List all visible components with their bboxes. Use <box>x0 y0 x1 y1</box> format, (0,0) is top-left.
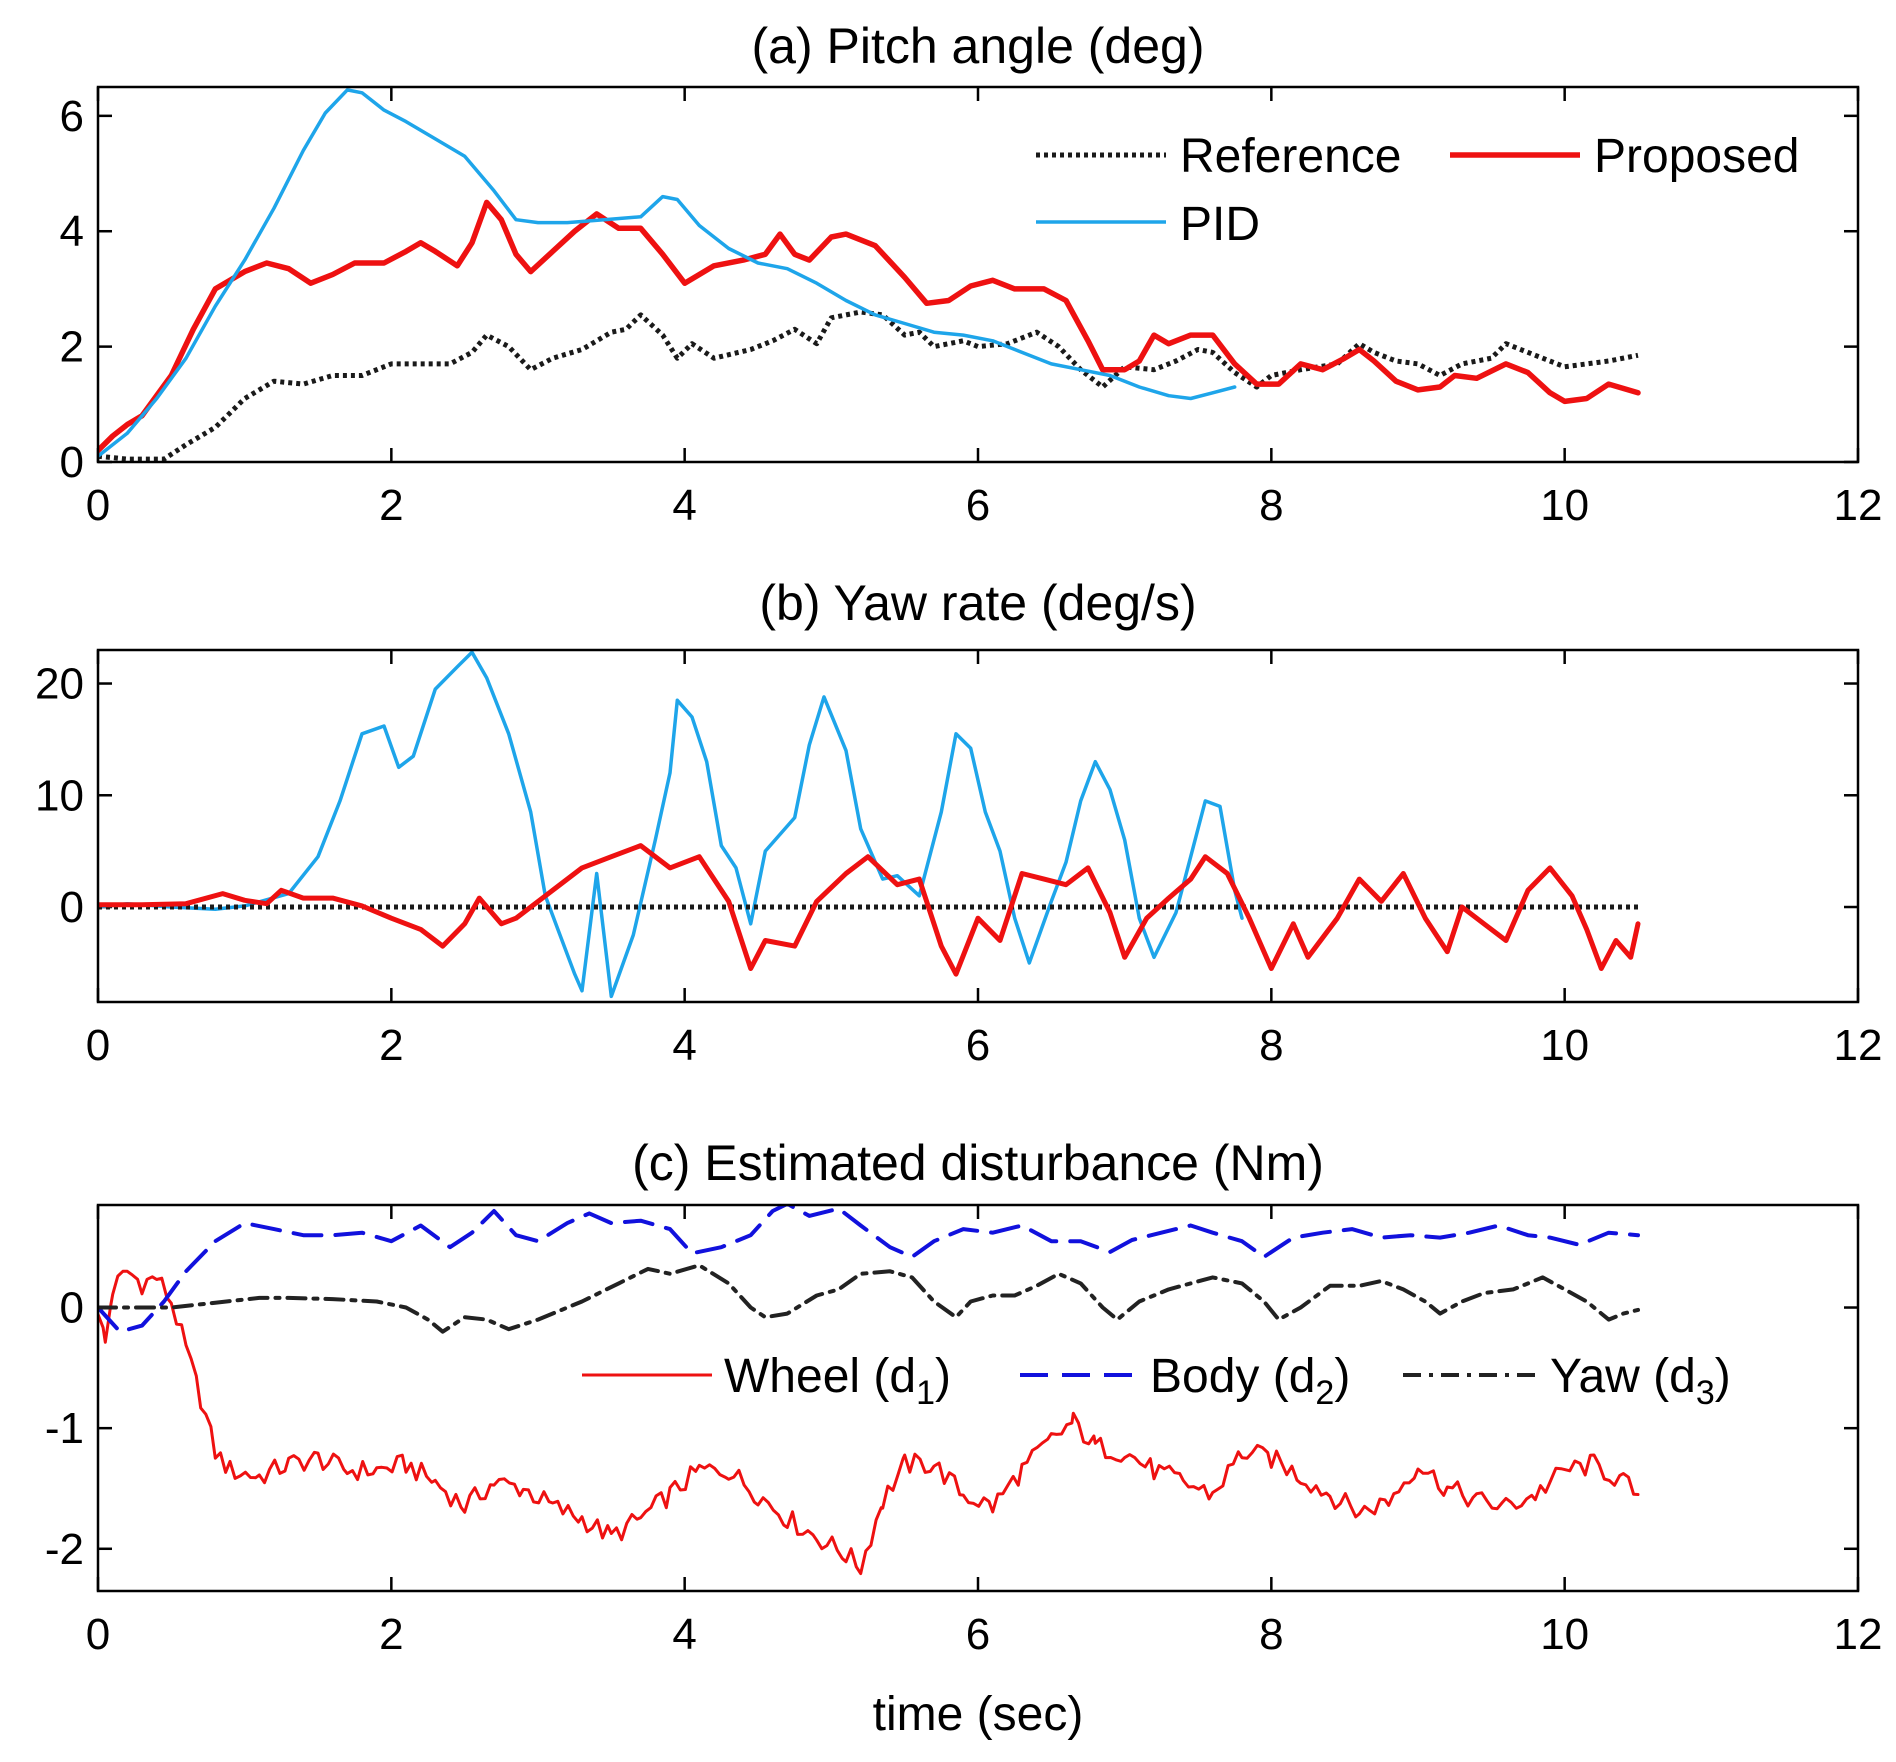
panel-a-plot: 0 2 4 6 8 10 12 0 2 4 6 <box>60 87 1883 530</box>
legend-yaw-label-end: ) <box>1715 1350 1731 1403</box>
legend-yaw-label-main: Yaw (d <box>1550 1350 1696 1403</box>
panel-b-xtick-label: 0 <box>86 1021 110 1070</box>
panel-b-ytick-label: 20 <box>35 660 84 709</box>
legend-body-label-sub: 2 <box>1315 1374 1334 1412</box>
panel-c-xtick-label: 8 <box>1259 1610 1283 1659</box>
panel-a-ytick-label: 4 <box>60 207 84 256</box>
panel-b-xtick-label: 10 <box>1540 1021 1589 1070</box>
panel-c: (c) Estimated disturbance (Nm) 0 2 4 6 8 10 12… <box>45 1135 1883 1741</box>
panel-a-xtick-label: 0 <box>86 481 110 530</box>
panel-b: (b) Yaw rate (deg/s) 0 2 4 6 8 10 12 0 10 20 <box>35 575 1882 1070</box>
legend-wheel-label-end: ) <box>935 1350 951 1403</box>
panel-c-ytick-label: 0 <box>60 1284 84 1333</box>
panel-c-ytick-label: -1 <box>45 1404 84 1453</box>
legend-body-label: Body (d2) <box>1150 1350 1350 1412</box>
panel-c-title: (c) Estimated disturbance (Nm) <box>632 1135 1324 1191</box>
panel-a-series-proposed <box>98 199 1641 454</box>
legend-reference-label: Reference <box>1180 130 1401 183</box>
legend-body-label-end: ) <box>1334 1350 1350 1403</box>
panel-c-series-yaw-d <box>98 1263 1640 1334</box>
panel-a: (a) Pitch angle (deg) 0 2 4 6 8 10 12 0 2 4 6 Refe… <box>60 18 1883 530</box>
panel-b-xtick-label: 6 <box>966 1021 990 1070</box>
panel-a-xtick-label: 2 <box>379 481 403 530</box>
legend-yaw-label-sub: 3 <box>1696 1374 1715 1412</box>
legend-body-label-main: Body (d <box>1150 1350 1315 1403</box>
legend-wheel-label-main: Wheel (d <box>724 1350 916 1403</box>
panel-c-series-body-d <box>98 1205 1640 1334</box>
panel-b-xtick-label: 8 <box>1259 1021 1283 1070</box>
panel-c-xtick-label: 0 <box>86 1610 110 1659</box>
panel-b-xtick-label: 4 <box>672 1021 696 1070</box>
x-axis-label: time (sec) <box>873 1688 1084 1741</box>
panel-c-ytick-label: -2 <box>45 1525 84 1574</box>
panel-a-ytick-label: 6 <box>60 92 84 141</box>
panel-b-series-proposed <box>98 843 1641 977</box>
panel-b-ytick-label: 10 <box>35 771 84 820</box>
panel-c-xtick-label: 12 <box>1834 1610 1883 1659</box>
panel-c-plot: 0 2 4 6 8 10 12-2-10 <box>45 1205 1883 1659</box>
legend-wheel-label-sub: 1 <box>916 1374 935 1412</box>
panel-a-series-reference <box>98 309 1639 462</box>
panel-c-xtick-label: 10 <box>1540 1610 1589 1659</box>
panel-a-xtick-label: 10 <box>1540 481 1589 530</box>
panel-a-axes-frame <box>96 85 1860 464</box>
panel-a-xtick-label: 8 <box>1259 481 1283 530</box>
legend-yaw-label: Yaw (d3) <box>1550 1350 1731 1412</box>
legend-wheel-label: Wheel (d1) <box>724 1350 951 1412</box>
panel-a-xtick-label: 4 <box>672 481 696 530</box>
panel-a-title: (a) Pitch angle (deg) <box>751 18 1204 74</box>
panel-a-ytick-label: 0 <box>60 438 84 487</box>
panel-a-ytick-label: 2 <box>60 323 84 372</box>
panel-c-axes-frame <box>96 1203 1860 1593</box>
panel-a-legend: Reference Proposed PID <box>1036 130 1799 251</box>
panel-a-series-pid <box>98 88 1237 458</box>
legend-proposed-label: Proposed <box>1594 130 1799 183</box>
panel-b-plot: 0 2 4 6 8 10 12 0 10 20 <box>35 650 1882 1070</box>
panel-b-xtick-label: 12 <box>1834 1021 1883 1070</box>
panel-b-title: (b) Yaw rate (deg/s) <box>759 575 1196 631</box>
panel-b-ytick-label: 0 <box>60 883 84 932</box>
panel-c-xtick-label: 6 <box>966 1610 990 1659</box>
panel-a-xtick-label: 6 <box>966 481 990 530</box>
panel-c-xtick-label: 4 <box>672 1610 696 1659</box>
panel-a-xtick-label: 12 <box>1834 481 1883 530</box>
panel-c-series-wheel-d <box>98 1269 1640 1576</box>
panel-b-series-pid <box>98 650 1244 999</box>
panel-b-axes-frame <box>96 648 1860 1004</box>
panel-c-legend: Wheel (d1) Body (d2) Yaw (d3) <box>582 1350 1731 1412</box>
panel-b-xtick-label: 2 <box>379 1021 403 1070</box>
panel-c-xtick-label: 2 <box>379 1610 403 1659</box>
legend-pid-label: PID <box>1180 198 1260 251</box>
